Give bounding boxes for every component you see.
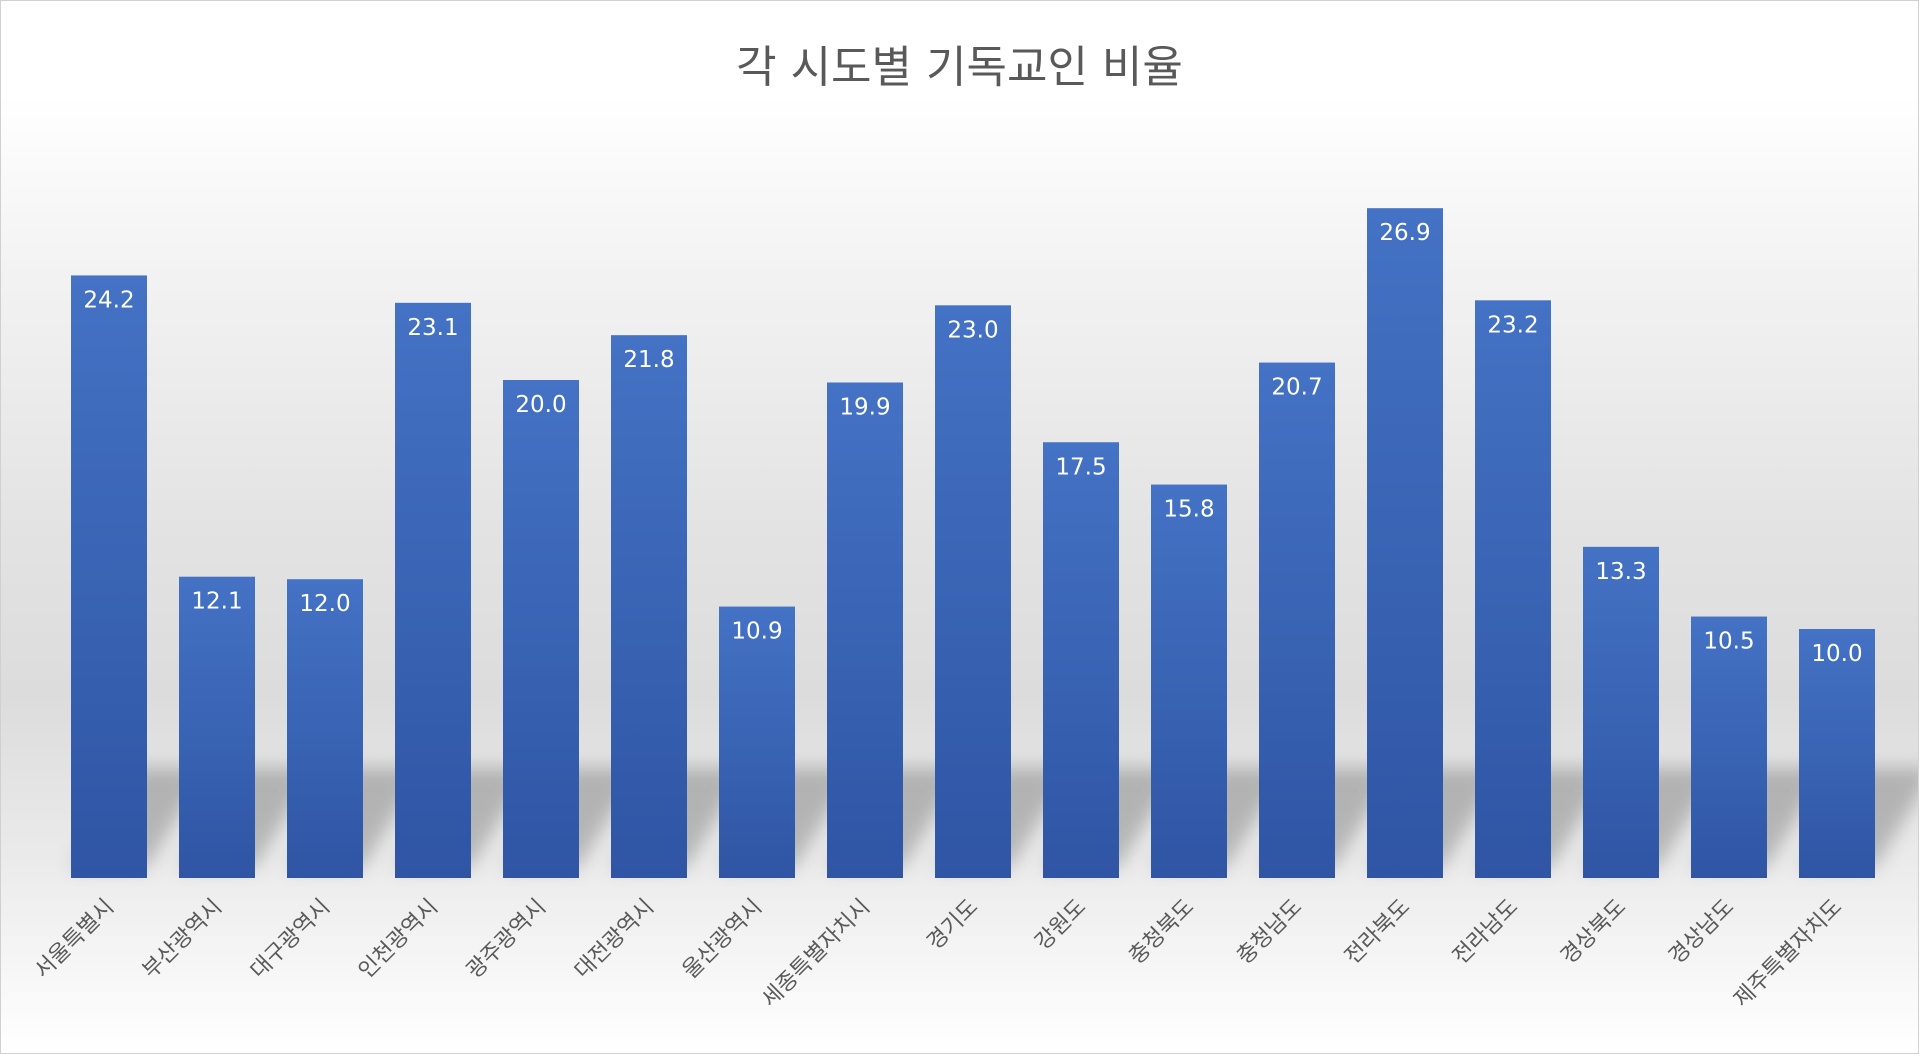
data-label: 12.0: [299, 591, 350, 617]
x-tick-label: 전라남도: [1448, 895, 1523, 970]
data-label: 10.5: [1703, 629, 1754, 655]
x-tick-label: 울산광역시: [678, 895, 767, 984]
data-label: 20.7: [1271, 375, 1322, 401]
bar: [395, 302, 471, 878]
x-tick-label: 경기도: [923, 895, 984, 956]
bar: [1583, 546, 1659, 878]
bar: [935, 305, 1011, 878]
x-tick-label: 전라북도: [1340, 895, 1415, 970]
bar: [611, 335, 687, 878]
data-label: 10.0: [1811, 641, 1862, 667]
data-label: 23.2: [1487, 312, 1538, 338]
x-tick-label: 경상북도: [1556, 895, 1631, 970]
x-tick-label: 대구광역시: [246, 895, 335, 984]
data-label: 23.0: [947, 317, 998, 343]
bar: [1475, 300, 1551, 878]
x-tick-label: 대전광역시: [570, 895, 659, 984]
bar: [1259, 362, 1335, 878]
x-tick-label: 인천광역시: [354, 895, 443, 984]
bar: [1691, 616, 1767, 878]
bar: [1799, 629, 1875, 878]
x-tick-label: 광주광역시: [462, 895, 551, 984]
data-label: 15.8: [1163, 497, 1214, 523]
x-tick-label: 부산광역시: [138, 895, 227, 984]
bar: [71, 275, 147, 878]
bar: [179, 576, 255, 878]
data-label: 23.1: [407, 315, 458, 341]
x-tick-label: 세종특별자치시: [757, 895, 875, 1013]
bar: [287, 579, 363, 878]
data-label: 19.9: [839, 394, 890, 420]
bar: [1367, 208, 1443, 878]
x-tick-label: 충청남도: [1232, 895, 1307, 970]
x-tick-label: 제주특별자치도: [1729, 895, 1847, 1013]
x-tick-labels: 서울특별시 부산광역시 대구광역시 인천광역시 광주광역시 대전광역시 울산광역시세종특별자…: [30, 895, 1847, 1013]
data-label: 17.5: [1055, 454, 1106, 480]
x-tick-label: 충청북도: [1124, 895, 1199, 970]
data-labels: 24.2 12.1 12.0 23.1 20.0 21.8 10.9 19.9 23.0 17.5…: [83, 220, 1862, 667]
bar: [1043, 442, 1119, 878]
x-tick-label: 경상남도: [1664, 895, 1739, 970]
x-tick-label: 서울특별시: [30, 895, 119, 984]
data-label: 13.3: [1595, 559, 1646, 585]
data-label: 20.0: [515, 392, 566, 418]
data-label: 24.2: [83, 287, 134, 313]
bar: [827, 382, 903, 878]
data-label: 10.9: [731, 619, 782, 645]
bar: [1151, 484, 1227, 878]
data-label: 26.9: [1379, 220, 1430, 246]
data-label: 21.8: [623, 347, 674, 373]
chart-title: 각 시도별 기독교인 비율: [736, 42, 1183, 93]
bar: [503, 380, 579, 878]
data-label: 12.1: [191, 589, 242, 615]
bar: [719, 606, 795, 878]
x-tick-label: 강원도: [1031, 895, 1092, 956]
bars: [71, 208, 1875, 878]
